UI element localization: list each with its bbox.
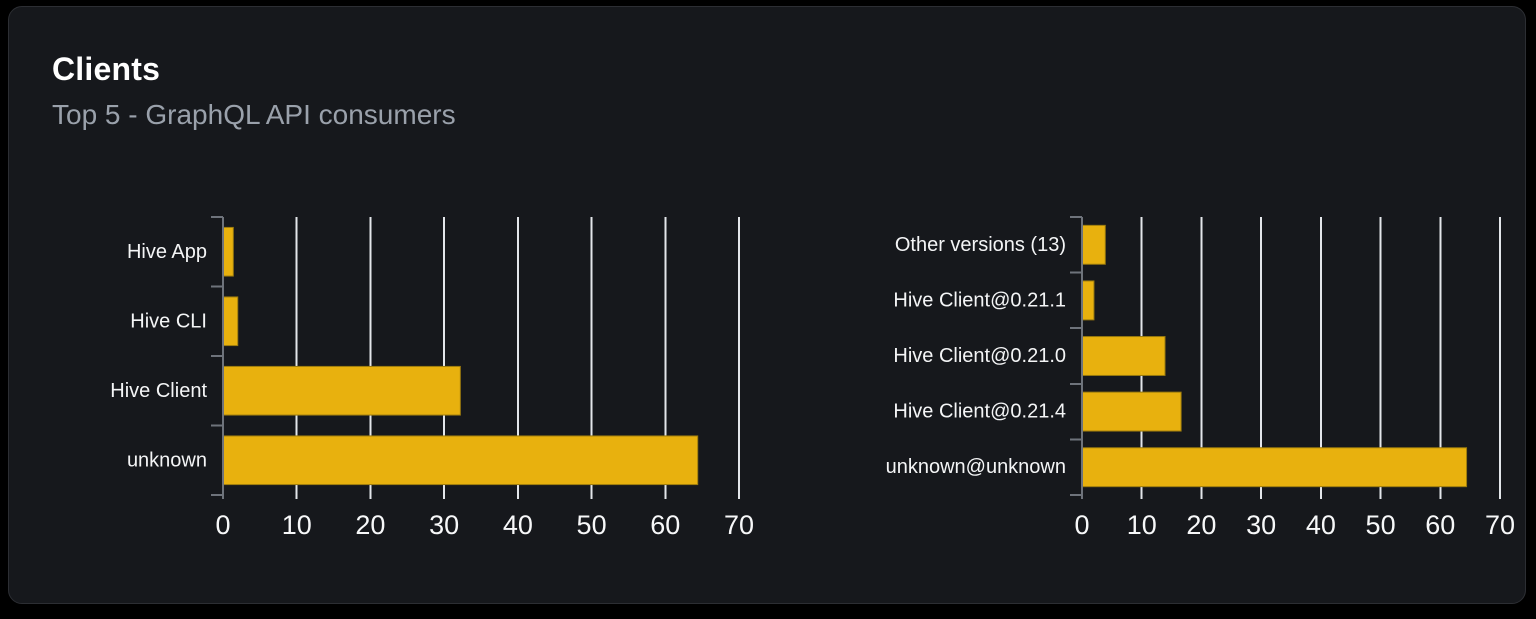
x-tick-label-60: 60 — [650, 510, 680, 540]
charts-canvas: Hive App Hive CLI Hive Client unknown 0 10 20 3… — [110, 216, 1515, 540]
category-label-other-versions-13: Other versions (13) — [895, 234, 1066, 256]
category-label-hive-client: Hive Client — [110, 380, 207, 402]
clients-by-version-chart: Other versions (13) Hive Client@0.21.1 Hiv… — [886, 216, 1515, 540]
y-axis — [211, 216, 224, 499]
x-tick-labels: 0 10 20 30 40 50 60 70 — [1074, 510, 1515, 540]
x-tick-label-60: 60 — [1425, 510, 1455, 540]
x-tick-label-40: 40 — [503, 510, 533, 540]
y-axis — [1070, 216, 1083, 499]
bar-hive-client-0-21-4[interactable] — [1081, 391, 1182, 432]
card-title: Clients — [52, 51, 161, 87]
x-tick-label-0: 0 — [1074, 510, 1089, 540]
bar-hive-client-0-21-0[interactable] — [1081, 336, 1166, 376]
category-label-unknown-unknown: unknown@unknown — [886, 456, 1066, 478]
category-label-hive-cli: Hive CLI — [130, 310, 207, 332]
x-tick-label-10: 10 — [1127, 510, 1157, 540]
bar-hive-client-0-21-1[interactable] — [1081, 280, 1095, 321]
x-tick-label-40: 40 — [1306, 510, 1336, 540]
clients-by-name-chart: Hive App Hive CLI Hive Client unknown 0 10 20 3… — [110, 216, 754, 540]
bar-unknown[interactable] — [222, 435, 699, 486]
x-tick-label-20: 20 — [355, 510, 385, 540]
category-label-hive-client-0-21-4: Hive Client@0.21.4 — [893, 401, 1066, 423]
x-tick-label-50: 50 — [577, 510, 607, 540]
bar-hive-cli[interactable] — [222, 296, 239, 347]
bar-unknown-unknown[interactable] — [1081, 447, 1468, 488]
category-label-unknown: unknown — [127, 449, 207, 471]
bar-hive-app[interactable] — [222, 226, 234, 277]
bars — [222, 226, 699, 486]
x-tick-label-50: 50 — [1366, 510, 1396, 540]
x-tick-label-70: 70 — [1485, 510, 1515, 540]
x-tick-label-30: 30 — [429, 510, 459, 540]
category-label-hive-client-0-21-1: Hive Client@0.21.1 — [893, 289, 1066, 311]
x-tick-labels: 0 10 20 30 40 50 60 70 — [215, 510, 754, 540]
card-subtitle: Top 5 - GraphQL API consumers — [52, 99, 456, 130]
x-tick-label-30: 30 — [1246, 510, 1276, 540]
category-labels: Hive App Hive CLI Hive Client unknown — [110, 241, 207, 472]
category-label-hive-client-0-21-0: Hive Client@0.21.0 — [893, 345, 1066, 367]
clients-card: Clients Top 5 - GraphQL API consumers Hi… — [8, 6, 1526, 604]
x-tick-label-0: 0 — [215, 510, 230, 540]
x-tick-label-10: 10 — [282, 510, 312, 540]
category-label-hive-app: Hive App — [127, 241, 207, 263]
x-tick-label-70: 70 — [724, 510, 754, 540]
bar-hive-client[interactable] — [222, 365, 461, 416]
bar-other-versions-13[interactable] — [1081, 224, 1106, 265]
category-labels: Other versions (13) Hive Client@0.21.1 Hiv… — [886, 234, 1066, 478]
x-tick-label-20: 20 — [1186, 510, 1216, 540]
bars — [1081, 224, 1468, 488]
